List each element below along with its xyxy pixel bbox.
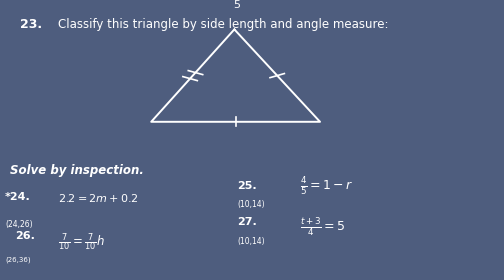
Text: 23.: 23.	[20, 18, 42, 31]
Text: (10,14): (10,14)	[237, 237, 265, 246]
Text: Classify this triangle by side length and angle measure:: Classify this triangle by side length an…	[58, 18, 389, 31]
Text: *24.: *24.	[5, 192, 31, 202]
Text: $\frac{7}{10} = \frac{7}{10}h$: $\frac{7}{10} = \frac{7}{10}h$	[58, 231, 105, 253]
Text: $2.2 = 2m + 0.2$: $2.2 = 2m + 0.2$	[58, 192, 138, 204]
Text: (10,14): (10,14)	[237, 200, 265, 209]
Text: 27.: 27.	[237, 217, 257, 227]
Text: (24,26): (24,26)	[5, 220, 33, 229]
Text: (26,36): (26,36)	[5, 256, 31, 263]
Text: Solve by inspection.: Solve by inspection.	[10, 164, 144, 177]
Text: $\frac{t+3}{4} = 5$: $\frac{t+3}{4} = 5$	[300, 216, 345, 237]
Text: $\frac{4}{5} = 1 - r$: $\frac{4}{5} = 1 - r$	[300, 175, 353, 197]
Text: 5: 5	[233, 0, 240, 10]
Text: 25.: 25.	[237, 181, 257, 191]
Text: 26.: 26.	[15, 231, 35, 241]
